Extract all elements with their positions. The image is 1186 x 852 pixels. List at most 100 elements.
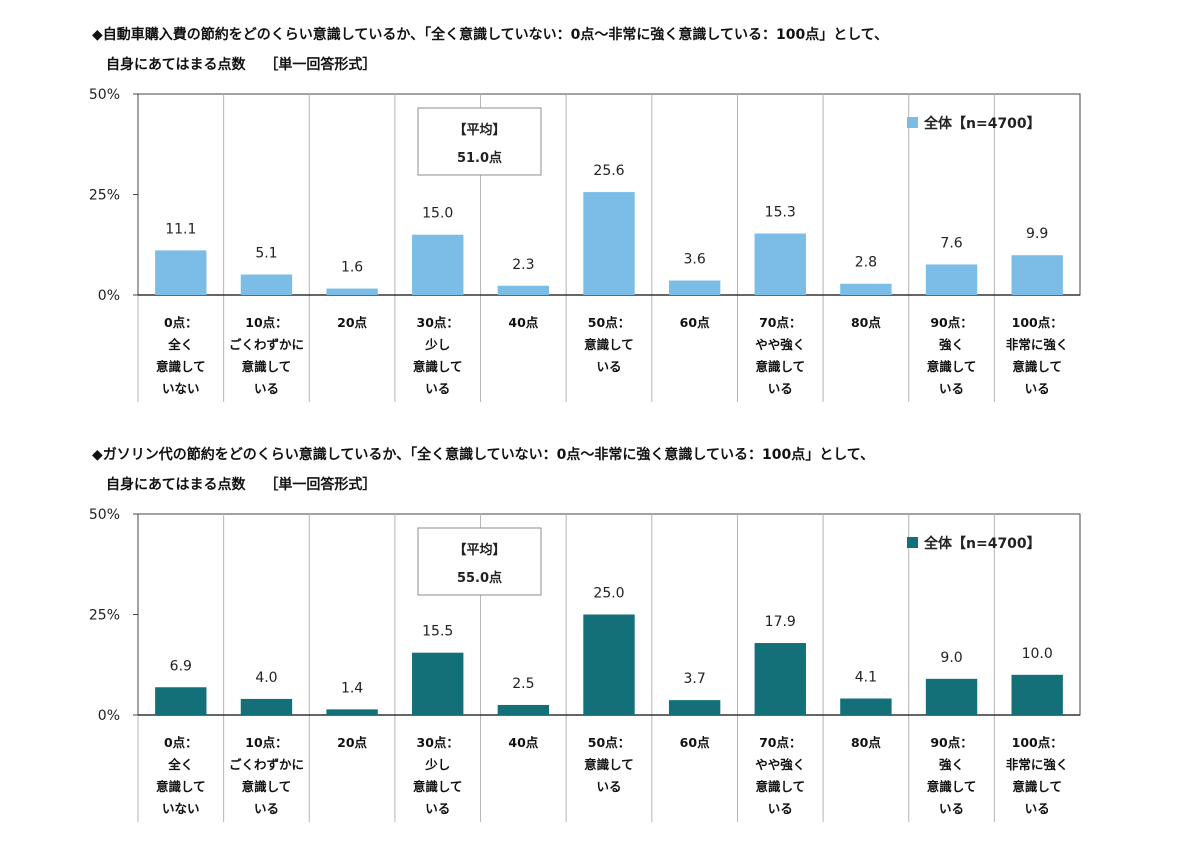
legend-swatch — [907, 537, 918, 548]
category-label-line: 全く — [167, 337, 193, 352]
category-label-line: 0点： — [164, 735, 198, 750]
category-label-line: 50点： — [588, 315, 630, 330]
bar — [326, 288, 378, 295]
legend-swatch — [907, 117, 918, 128]
data-label: 6.9 — [170, 658, 192, 674]
category-label-line: いる — [939, 801, 964, 816]
chart-title-block: ◆ガソリン代の節約をどのくらい意識しているか、「全く意識していない：0点～非常に… — [92, 440, 874, 500]
bar — [497, 285, 550, 295]
category-label: 20点 — [337, 315, 367, 330]
chart-title: ◆ガソリン代の節約をどのくらい意識しているか、「全く意識していない：0点～非常に… — [92, 447, 875, 463]
category-label: 50点： 意識している — [584, 735, 634, 794]
bar — [754, 643, 806, 715]
category-label-line: いる — [768, 381, 793, 396]
category-label-line: いる — [254, 801, 279, 816]
data-label: 25.0 — [593, 586, 624, 602]
bar — [840, 698, 892, 715]
category-label: 100点： 非常に強く意識している — [1006, 315, 1069, 396]
category-label-line: 30点： — [417, 735, 459, 750]
data-label: 10.0 — [1022, 646, 1053, 662]
data-label: 11.1 — [165, 221, 196, 237]
category-label-line: 20点 — [337, 315, 367, 330]
data-label: 2.5 — [512, 676, 534, 692]
y-tick-label: 0% — [98, 708, 120, 724]
data-label: 15.5 — [422, 624, 453, 640]
bar — [240, 274, 293, 295]
bar — [497, 704, 550, 715]
category-label: 0点： 全く意識していない — [156, 315, 206, 396]
chart-section-gasoline: ◆ガソリン代の節約をどのくらい意識しているか、「全く意識していない：0点～非常に… — [0, 420, 1186, 840]
category-label: 0点： 全く意識していない — [156, 735, 206, 816]
bar — [840, 283, 892, 295]
data-label: 25.6 — [593, 163, 624, 179]
category-label-line: 70点： — [759, 315, 801, 330]
category-label-line: 100点： — [1012, 315, 1063, 330]
data-label: 1.6 — [341, 260, 363, 276]
category-label-line: 意識して — [1012, 779, 1062, 794]
data-label: 3.7 — [684, 671, 706, 687]
chart-subtitle: 自身にあてはまる点数 ［単一回答形式］ — [106, 477, 377, 493]
bar — [155, 250, 207, 295]
data-label: 3.6 — [684, 252, 706, 268]
category-label-line: 意識して — [755, 359, 805, 374]
category-label-line: やや強く — [755, 757, 805, 772]
data-label: 17.9 — [765, 614, 796, 630]
y-tick-label: 25% — [89, 188, 120, 204]
average-label: 【平均】 — [453, 542, 505, 558]
category-label-line: 意識して — [242, 359, 292, 374]
category-label-line: 意識して — [156, 779, 206, 794]
chart-subtitle: 自身にあてはまる点数 ［単一回答形式］ — [106, 57, 377, 73]
category-label-line: いる — [768, 801, 793, 816]
category-label-line: 意識して — [755, 779, 805, 794]
bar — [668, 280, 721, 295]
category-label: 30点： 少し意識している — [413, 735, 463, 816]
category-label-line: 20点 — [337, 735, 367, 750]
y-tick-label: 0% — [98, 288, 120, 304]
category-label-line: 70点： — [759, 735, 801, 750]
category-label: 90点： 強く意識している — [927, 735, 977, 816]
y-tick-label: 50% — [89, 507, 120, 523]
category-label: 100点： 非常に強く意識している — [1006, 735, 1069, 816]
category-label: 20点 — [337, 735, 367, 750]
category-label-line: 80点 — [851, 735, 881, 750]
category-label-line: 60点 — [680, 735, 710, 750]
chart-section-car-purchase: ◆自動車購入費の節約をどのくらい意識しているか、「全く意識していない：0点～非常… — [0, 0, 1186, 420]
bar — [1011, 674, 1063, 715]
data-label: 2.8 — [855, 255, 877, 271]
category-label-line: 強く — [939, 757, 964, 772]
category-label: 10点： ごくわずかに意識している — [229, 735, 304, 816]
bar — [1011, 255, 1063, 295]
chart-title-block: ◆自動車購入費の節約をどのくらい意識しているか、「全く意識していない：0点～非常… — [92, 20, 888, 80]
category-label-line: いない — [162, 381, 200, 396]
category-label-line: 100点： — [1012, 735, 1063, 750]
category-label-line: いる — [1025, 801, 1050, 816]
bar — [754, 233, 806, 295]
data-label: 4.0 — [255, 670, 277, 686]
bar — [240, 698, 293, 715]
category-label-line: 80点 — [851, 315, 881, 330]
category-label-line: いる — [254, 381, 279, 396]
category-label-line: 意識して — [927, 779, 977, 794]
data-label: 1.4 — [341, 680, 363, 696]
legend-label: 全体【n=4700】 — [923, 535, 1041, 552]
y-tick-label: 25% — [89, 608, 120, 624]
category-label: 80点 — [851, 735, 881, 750]
category-label-line: やや強く — [755, 337, 805, 352]
category-label: 60点 — [680, 315, 710, 330]
chart-title: ◆自動車購入費の節約をどのくらい意識しているか、「全く意識していない：0点～非常… — [92, 27, 889, 43]
category-label: 50点： 意識している — [584, 315, 634, 374]
average-box — [417, 107, 542, 176]
category-label-line: いる — [939, 381, 964, 396]
category-label: 80点 — [851, 315, 881, 330]
bar — [668, 700, 721, 715]
bar — [326, 709, 378, 715]
legend-label: 全体【n=4700】 — [923, 115, 1041, 132]
data-label: 7.6 — [940, 235, 962, 251]
bar — [412, 652, 464, 715]
category-label-line: 意識して — [242, 779, 292, 794]
category-label-line: 強く — [939, 337, 964, 352]
category-label-line: 非常に強く — [1006, 757, 1069, 772]
average-box — [417, 527, 542, 596]
data-label: 4.1 — [855, 670, 877, 686]
category-label-line: 意識して — [1012, 359, 1062, 374]
